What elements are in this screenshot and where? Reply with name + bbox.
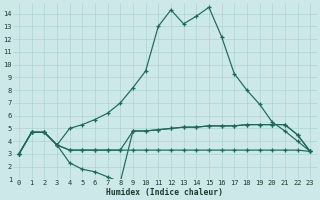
X-axis label: Humidex (Indice chaleur): Humidex (Indice chaleur)	[106, 188, 223, 197]
